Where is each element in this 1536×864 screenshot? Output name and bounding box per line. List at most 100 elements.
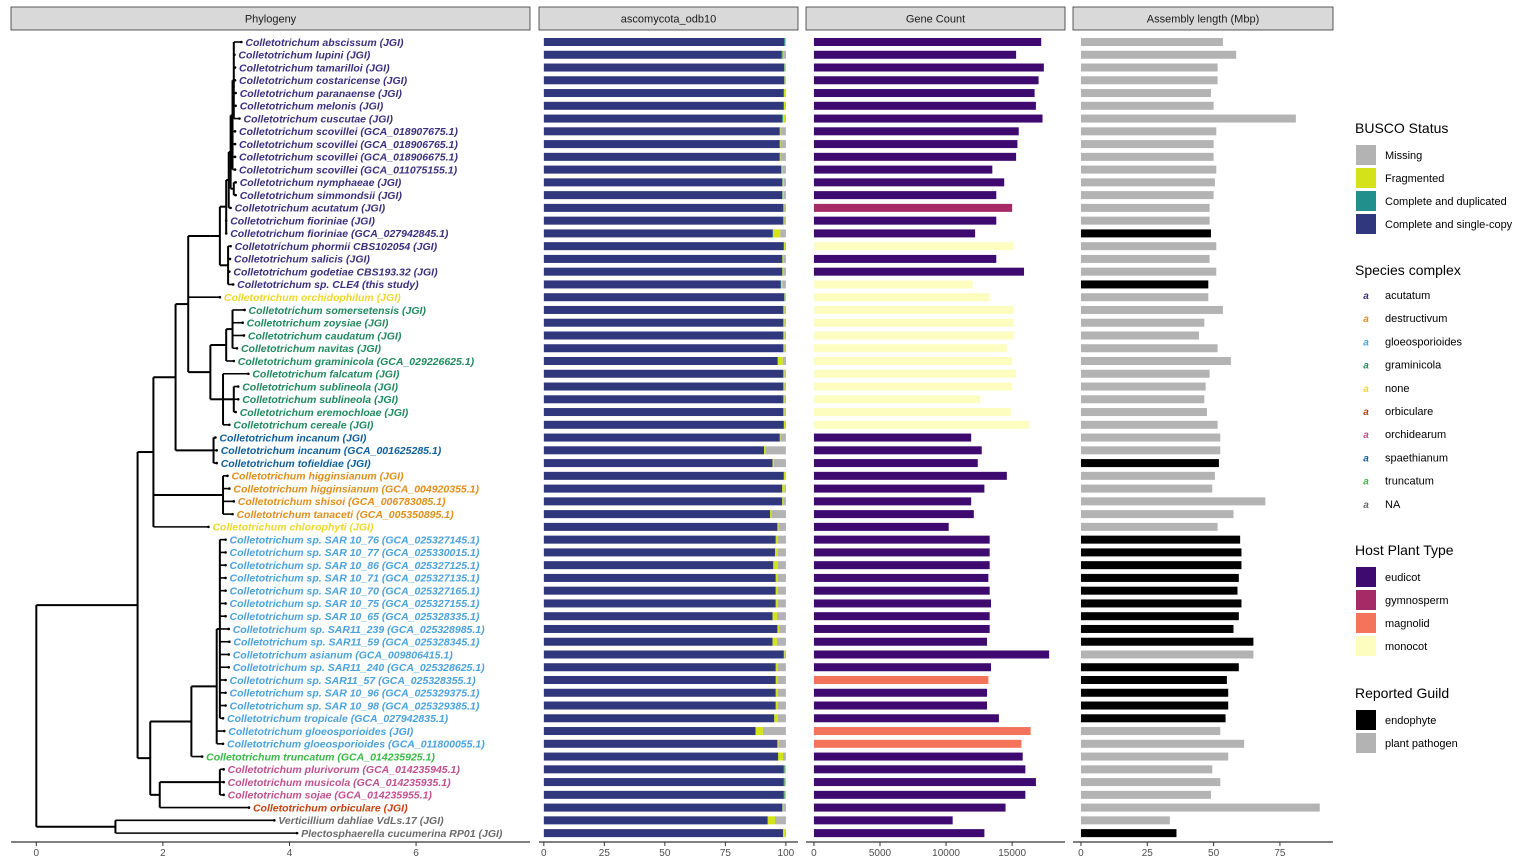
- busco-single-copy-bar: [543, 114, 783, 123]
- busco-fragmented-bar: [781, 280, 783, 289]
- busco-missing-bar: [784, 203, 786, 212]
- tip-point: [234, 181, 237, 184]
- tip-point: [228, 487, 231, 490]
- gene-count-bar: [813, 76, 1039, 85]
- assembly-length-bar: [1080, 624, 1234, 633]
- busco-fragmented-bar: [782, 50, 784, 59]
- busco-single-copy-bar: [543, 829, 783, 838]
- tip-label: Colletotrichum zoysiae (JGI): [247, 318, 389, 330]
- busco-fragmented-bar: [784, 293, 786, 302]
- tip-label: Colletotrichum salicis (JGI): [234, 254, 370, 266]
- busco-single-copy-bar: [543, 293, 785, 302]
- tip-label: Colletotrichum sp. SAR 10_71 (GCA_025327…: [230, 573, 480, 585]
- tip-point: [234, 104, 237, 108]
- busco-duplicated-bar: [783, 471, 784, 480]
- gene-count-bar: [813, 650, 1050, 659]
- gene-count-bar: [813, 829, 985, 838]
- tip-point: [242, 334, 246, 337]
- tip-label: Colletotrichum acutatum (JGI): [235, 203, 386, 215]
- assembly-length-bar: [1080, 408, 1207, 417]
- busco-single-copy-bar: [543, 497, 783, 506]
- busco-fragmented-bar: [784, 790, 786, 799]
- busco-single-copy-bar: [543, 561, 774, 570]
- tip-point: [247, 372, 250, 376]
- complex-legend-label: acutatum: [1385, 290, 1430, 302]
- assembly-length-bar: [1080, 267, 1217, 276]
- gene-count-bar: [813, 293, 990, 302]
- busco-fragmented-bar: [779, 433, 781, 442]
- gene-count-bar: [813, 573, 989, 582]
- busco-duplicated-bar: [781, 50, 783, 59]
- busco-missing-bar: [780, 229, 786, 238]
- busco-single-copy-bar: [543, 382, 783, 391]
- gene-count-bar: [813, 165, 993, 174]
- tip-point: [224, 602, 227, 605]
- busco-fragmented-bar: [772, 637, 777, 646]
- tip-point: [200, 755, 204, 758]
- tip-label: Colletotrichum cereale (JGI): [233, 420, 374, 432]
- busco-single-copy-bar: [543, 510, 771, 519]
- busco-duplicated-bar: [783, 778, 785, 787]
- busco-duplicated-bar: [782, 369, 784, 378]
- busco-missing-bar: [777, 548, 786, 557]
- host-legend-title: Host Plant Type: [1355, 542, 1454, 558]
- busco-missing-bar: [784, 484, 786, 493]
- assembly-length-bar: [1080, 114, 1296, 123]
- busco-legend-label: Missing: [1385, 150, 1422, 162]
- tip-label: Colletotrichum orbiculare (JGI): [253, 802, 408, 814]
- busco-missing-bar: [782, 752, 786, 761]
- tip-point: [238, 117, 241, 120]
- panel-strip: [538, 6, 799, 31]
- tip-point: [228, 640, 231, 644]
- busco-fragmented-bar: [777, 624, 780, 633]
- tip-label: Colletotrichum somersetensis (JGI): [249, 305, 427, 317]
- busco-fragmented-bar: [783, 318, 785, 327]
- assembly-length-bar: [1080, 165, 1217, 174]
- tip-label: Colletotrichum sp. SAR11_240 (GCA_025328…: [233, 662, 485, 674]
- tip-label: Colletotrichum fioriniae (GCA_027942845.…: [230, 228, 449, 240]
- busco-fragmented-bar: [783, 408, 785, 417]
- guild-legend-label: plant pathogen: [1385, 738, 1458, 750]
- assembly-length-bar: [1080, 816, 1170, 825]
- tip-label: Colletotrichum fioriniae (JGI): [230, 215, 375, 227]
- busco-single-copy-bar: [543, 101, 784, 110]
- tip-label: Colletotrichum sp. CLE4 (this study): [237, 279, 419, 291]
- x-tick-label: 5000: [869, 848, 892, 859]
- busco-missing-bar: [777, 599, 786, 608]
- busco-single-copy-bar: [543, 599, 776, 608]
- busco-single-copy-bar: [543, 471, 784, 480]
- busco-missing-bar: [783, 267, 786, 276]
- gene-count-bar: [813, 676, 989, 684]
- busco-single-copy-bar: [543, 701, 776, 710]
- busco-missing-bar: [782, 280, 786, 289]
- busco-duplicated-bar: [782, 178, 783, 187]
- legends: BUSCO Status Missing Fragmented Complete an…: [1355, 120, 1513, 753]
- busco-single-copy-bar: [543, 89, 784, 98]
- assembly-length-bar: [1080, 344, 1218, 353]
- gene-count-bar: [813, 152, 1017, 161]
- gene-count-bar: [813, 216, 997, 225]
- gene-count-bar: [813, 114, 1043, 123]
- x-tick-label: 50: [659, 848, 671, 859]
- busco-fragmented-bar: [784, 778, 786, 787]
- assembly-length-bar: [1080, 331, 1200, 340]
- busco-missing-bar: [784, 382, 786, 391]
- gene-count-bar: [813, 816, 953, 825]
- gene-count-bar: [813, 254, 997, 263]
- busco-single-copy-bar: [543, 573, 776, 582]
- tip-label: Colletotrichum sp. SAR 10_86 (GCA_025327…: [230, 560, 480, 572]
- busco-fragmented-bar: [783, 420, 786, 429]
- assembly-length-bar: [1080, 714, 1226, 723]
- host-legend-key: [1356, 590, 1376, 610]
- assembly-length-bar: [1080, 101, 1214, 110]
- busco-single-copy-bar: [543, 165, 782, 174]
- gene-count-bar: [813, 331, 1014, 340]
- x-tick-label: 0: [1078, 848, 1084, 859]
- tip-label: Colletotrichum eremochloae (JGI): [240, 407, 409, 419]
- busco-legend-label: Complete and duplicated: [1385, 196, 1507, 208]
- host-legend-label: eudicot: [1385, 572, 1420, 584]
- busco-duplicated-bar: [782, 382, 784, 391]
- x-tick-label: 25: [1142, 848, 1154, 859]
- tip-point: [243, 308, 246, 312]
- tip-label: Colletotrichum melonis (JGI): [240, 101, 384, 113]
